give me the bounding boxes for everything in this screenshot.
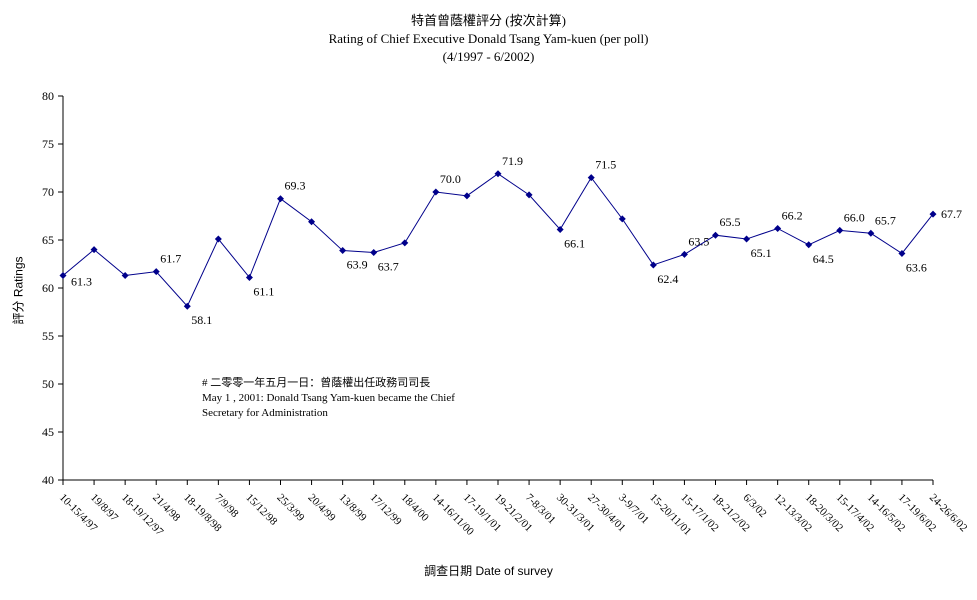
data-point <box>587 174 595 182</box>
data-point <box>214 235 222 243</box>
y-tick-label: 50 <box>42 377 54 391</box>
annotation-line-1: # 二零零一年五月一日：曾蔭權出任政務司司長 <box>202 377 431 389</box>
data-point <box>898 249 906 257</box>
x-tick-label: 13/8/99 <box>337 492 370 525</box>
data-point <box>649 261 657 269</box>
data-point <box>152 268 160 276</box>
x-ticks: 10-15/4/9719/8/9718-19/12/9721/4/9818-19… <box>57 480 970 538</box>
x-tick-label: 7/9/98 <box>212 492 241 521</box>
data-label: 67.7 <box>941 207 962 221</box>
data-label: 63.5 <box>688 234 709 248</box>
y-tick-label: 65 <box>42 233 54 247</box>
y-tick-label: 40 <box>42 473 54 487</box>
data-point <box>245 273 253 281</box>
y-tick-label: 80 <box>42 89 54 103</box>
data-point <box>277 195 284 203</box>
series-line <box>62 173 934 308</box>
data-point <box>401 239 409 247</box>
data-point <box>556 225 564 233</box>
data-point <box>308 218 316 226</box>
y-tick-label: 60 <box>42 281 54 295</box>
x-tick-label: 20/4/99 <box>305 492 338 525</box>
data-point <box>525 191 533 199</box>
y-tick-label: 55 <box>42 329 54 343</box>
x-tick-label: 17/12/99 <box>368 492 404 528</box>
data-point <box>712 231 719 239</box>
annotation-line-3: Secretary for Administration <box>202 407 328 419</box>
data-label: 66.2 <box>782 208 803 222</box>
data-point <box>867 229 875 237</box>
data-point <box>370 248 378 256</box>
data-point <box>805 241 813 249</box>
data-point <box>432 188 440 196</box>
markers <box>59 170 937 310</box>
x-axis-label: 調查日期 Date of survey <box>424 564 553 578</box>
data-label: 66.1 <box>564 236 585 250</box>
data-label: 70.0 <box>440 172 461 186</box>
data-point <box>494 170 502 178</box>
data-label: 65.7 <box>875 213 896 227</box>
y-tick-label: 75 <box>42 137 54 151</box>
data-point <box>121 272 129 280</box>
data-point <box>339 247 347 255</box>
chart-subtitle: Rating of Chief Executive Donald Tsang Y… <box>328 31 649 46</box>
data-label: 69.3 <box>285 179 306 193</box>
data-label: 65.1 <box>751 246 772 260</box>
data-label: 61.1 <box>253 284 274 298</box>
data-point <box>618 215 626 223</box>
data-point <box>680 250 688 258</box>
data-label: 66.0 <box>844 210 865 224</box>
x-tick-label: 15/12/98 <box>243 492 279 528</box>
y-ticks: 40 45 50 55 60 65 70 75 80 <box>42 89 63 487</box>
data-label: 71.9 <box>502 154 523 168</box>
data-point <box>929 210 937 218</box>
data-label: 62.4 <box>657 272 678 286</box>
axes <box>62 96 933 481</box>
chart-period: (4/1997 - 6/2002) <box>442 49 535 64</box>
data-label: 61.7 <box>160 252 181 266</box>
data-labels: 61.3 61.7 58.1 61.1 69.3 63.9 63.7 70.0 71.9 66.1… <box>71 154 962 327</box>
data-point <box>183 302 191 310</box>
y-axis-label: 評分 Ratings <box>11 256 26 325</box>
data-point <box>59 272 67 280</box>
data-point <box>774 224 782 232</box>
annotation-note: # 二零零一年五月一日：曾蔭權出任政務司司長 May 1 , 2001: Don… <box>202 376 455 421</box>
data-label: 63.7 <box>378 259 399 273</box>
data-label: 63.9 <box>347 258 368 272</box>
data-point <box>90 246 98 254</box>
x-tick-label: 6/3/02 <box>740 492 768 520</box>
data-point <box>836 226 844 234</box>
y-tick-label: 70 <box>42 185 54 199</box>
y-tick-label: 45 <box>42 425 54 439</box>
data-label: 58.1 <box>191 313 212 327</box>
data-point <box>463 192 471 200</box>
data-label: 65.5 <box>720 215 741 229</box>
data-label: 71.5 <box>595 158 616 172</box>
title-block: 特首曾蔭權評分 (按次計算) Rating of Chief Executive… <box>0 12 977 66</box>
data-label: 61.3 <box>71 275 92 289</box>
annotation-line-2: May 1 , 2001: Donald Tsang Yam-kuen beca… <box>202 392 455 404</box>
chart-title: 特首曾蔭權評分 (按次計算) <box>411 13 566 28</box>
data-point <box>743 235 751 243</box>
data-label: 63.6 <box>906 260 927 274</box>
data-label: 64.5 <box>813 252 834 266</box>
